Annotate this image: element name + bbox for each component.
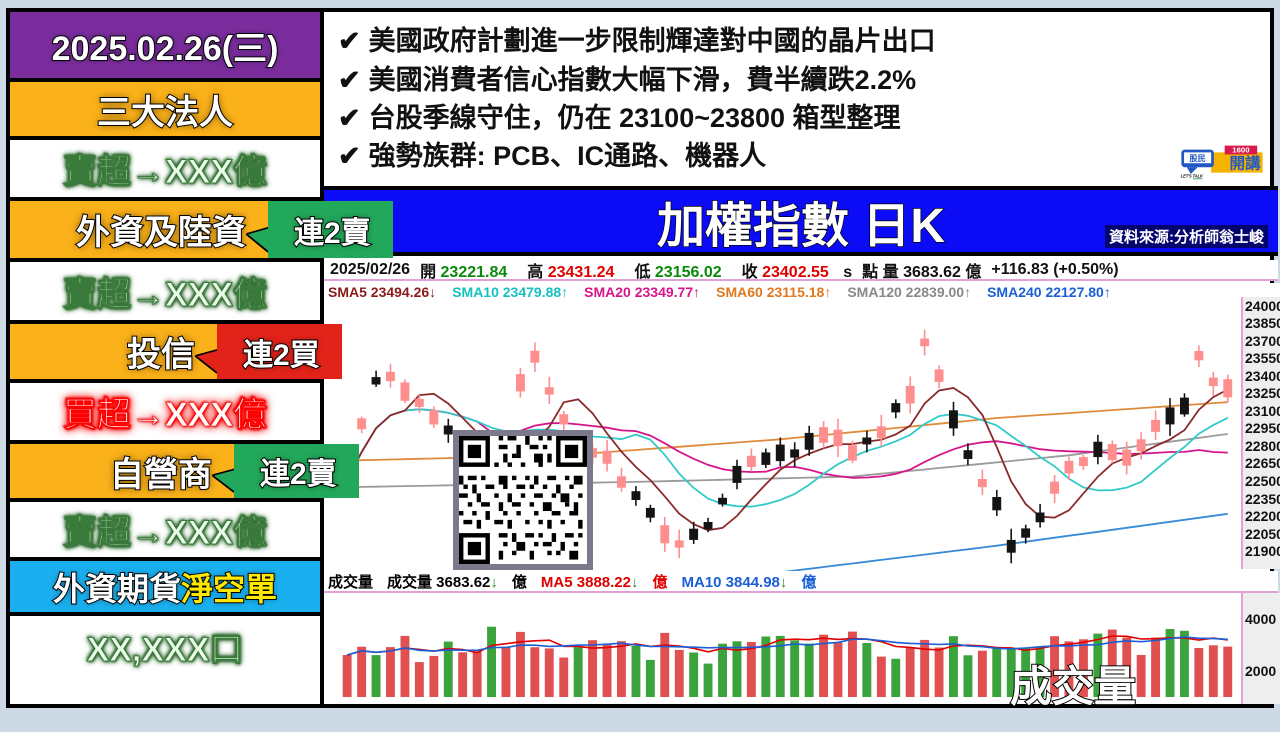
svg-text:LET'S TALK: LET'S TALK — [1181, 173, 1204, 178]
svg-text:1600: 1600 — [1232, 145, 1249, 154]
svg-text:股民: 股民 — [1189, 153, 1205, 163]
svg-text:開講: 開講 — [1229, 154, 1261, 173]
